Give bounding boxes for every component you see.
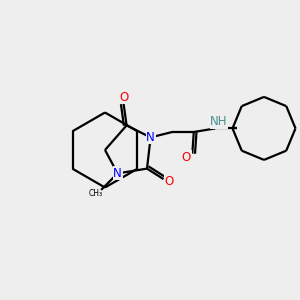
Text: N: N <box>113 167 122 180</box>
Text: O: O <box>164 175 173 188</box>
Text: CH₃: CH₃ <box>88 189 103 198</box>
Text: NH: NH <box>210 115 228 128</box>
Text: O: O <box>119 91 128 104</box>
Text: O: O <box>182 151 191 164</box>
Text: N: N <box>146 131 155 144</box>
